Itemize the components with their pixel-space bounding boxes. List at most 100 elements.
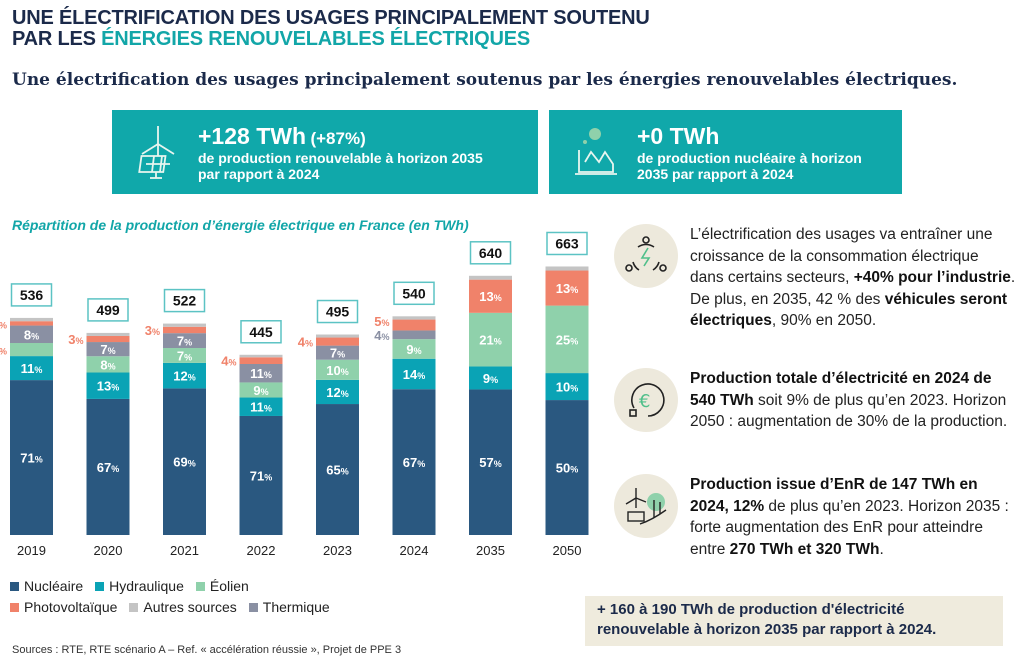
x-tick-label: 2024: [400, 543, 429, 558]
bar-segment: [239, 415, 283, 535]
kpi-nuclear: +0 TWh de production nucléaire à horizon…: [549, 110, 902, 194]
data-label: 2%: [0, 316, 7, 331]
data-label: 3%: [68, 332, 83, 347]
data-label: 71%: [250, 468, 272, 483]
page-title: UNE ÉLECTRIFICATION DES USAGES PRINCIPAL…: [12, 7, 650, 50]
data-label: 13%: [479, 289, 501, 304]
bar-segment: [316, 345, 359, 360]
total-box: [240, 320, 282, 344]
sources: Sources : RTE, RTE scénario A – Ref. « a…: [12, 644, 402, 656]
bar-segment: [10, 325, 53, 344]
bar-segment: [316, 404, 359, 535]
data-label: 10%: [326, 363, 348, 378]
data-label: 13%: [97, 379, 119, 394]
total-box: [163, 288, 206, 313]
fact-text: Production issue d’EnR de 147 TWh en 202…: [690, 476, 1009, 558]
fact-renewables: Production issue d’EnR de 147 TWh en 202…: [614, 474, 1016, 560]
stacked-bar-chart: 71%11%6%8%2%536201967%13%8%7%3%499202069…: [0, 231, 589, 558]
bar-segment: [469, 279, 512, 313]
bar-segment: [10, 321, 53, 326]
legend-item: Éolien: [195, 576, 249, 597]
data-label: 10%: [556, 380, 578, 395]
data-label: 12%: [326, 385, 348, 400]
x-tick-label: 2023: [323, 543, 352, 558]
data-label: 4%: [298, 335, 313, 350]
data-label: 11%: [21, 361, 43, 376]
bar-segment: [239, 357, 283, 364]
bar-segment: [316, 337, 359, 346]
total-box: [10, 283, 53, 307]
x-tick-label: 2035: [476, 543, 505, 558]
data-label: 9%: [483, 371, 498, 386]
data-label: 4%: [221, 354, 236, 369]
data-label: 21%: [479, 333, 501, 348]
bar-segment: [10, 343, 53, 357]
data-label: 69%: [173, 455, 195, 470]
data-label: 65%: [326, 463, 348, 478]
bar-segment: [86, 356, 130, 373]
fact-text: L’électrification des usages va entraîne…: [690, 226, 1016, 329]
kpi-renewable: +128 TWh (+87%) de production renouvelab…: [112, 110, 538, 194]
data-label: 7%: [177, 348, 192, 363]
bar-segment: [163, 326, 206, 334]
bar-segment: [86, 332, 130, 336]
total-box: [393, 281, 435, 306]
bar-segment: [10, 380, 53, 535]
data-label: 67%: [97, 460, 119, 475]
x-tick-label: 2021: [170, 543, 199, 558]
data-label: 8%: [100, 357, 115, 372]
data-label: 12%: [173, 369, 195, 384]
bar-segment: [545, 400, 589, 535]
data-label: 13%: [556, 281, 578, 296]
x-tick-label: 2020: [94, 543, 123, 558]
renewables-trees-icon: [614, 474, 678, 538]
data-label: 11%: [250, 366, 272, 381]
data-label: 25%: [556, 332, 578, 347]
x-tick-label: 2050: [553, 543, 582, 558]
svg-text:€: €: [639, 391, 650, 412]
bar-segment: [316, 334, 359, 338]
subtitle: Une électrification des usages principal…: [12, 70, 958, 90]
electricity-network-icon: [614, 224, 678, 288]
data-label: 11%: [250, 400, 272, 415]
bar-segment: [163, 348, 206, 363]
total-label: 495: [326, 304, 350, 320]
bar-segment: [545, 266, 589, 271]
data-label: 3%: [145, 323, 160, 338]
data-label: 9%: [406, 342, 421, 357]
fact-production: € Production totale d’électricité en 202…: [614, 368, 1016, 433]
data-label: 9%: [253, 383, 268, 398]
bar-segment: [163, 362, 206, 389]
bar-segment: [469, 275, 512, 280]
bar-segment: [239, 382, 283, 398]
bar-segment: [239, 354, 283, 358]
data-label: 7%: [100, 342, 115, 357]
fact-text: Production totale d’électricité en 2024 …: [690, 370, 1008, 430]
legend-item: Hydraulique: [95, 576, 184, 597]
bar-segment: [10, 317, 53, 322]
bar-segment: [86, 335, 130, 343]
bar-segment: [545, 373, 589, 401]
bar-segment: [163, 323, 206, 327]
bar-segment: [163, 388, 206, 535]
bar-segment: [392, 319, 436, 331]
total-label: 663: [555, 235, 579, 251]
bar-segment: [392, 389, 436, 535]
x-tick-label: 2019: [17, 543, 46, 558]
highlight-note: + 160 à 190 TWh de production d'électric…: [585, 596, 1003, 646]
bar-segment: [469, 389, 512, 535]
total-box: [546, 231, 588, 256]
bar-segment: [86, 372, 130, 399]
bar-segment: [545, 305, 589, 374]
bar-segment: [239, 397, 283, 416]
total-box: [469, 241, 512, 265]
bar-segment: [239, 363, 283, 383]
total-label: 445: [249, 324, 273, 340]
data-label: 7%: [330, 346, 345, 361]
bar-segment: [392, 339, 436, 359]
data-label: 67%: [403, 455, 425, 470]
total-label: 640: [479, 245, 503, 261]
legend: Nucléaire Hydraulique Éolien Photovoltaïqu…: [10, 576, 342, 618]
chart-title: Répartition de la production d’énergie é…: [12, 217, 469, 233]
bar-segment: [392, 330, 436, 340]
